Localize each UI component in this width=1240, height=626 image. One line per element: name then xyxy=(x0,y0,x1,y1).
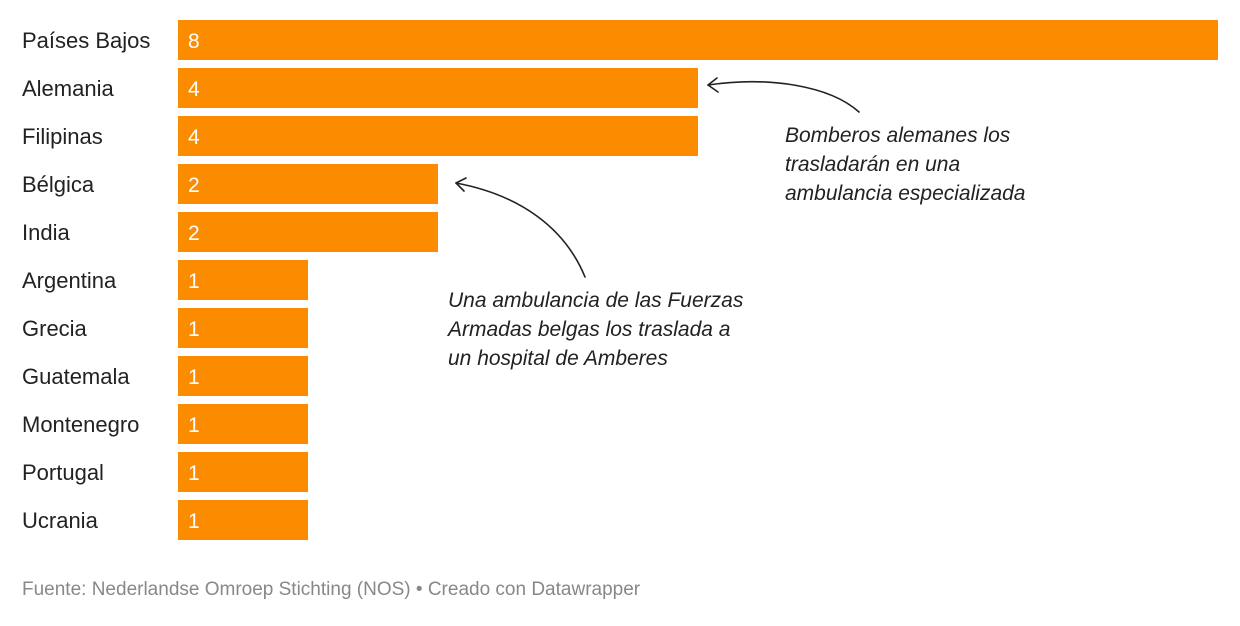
value-label: 4 xyxy=(188,126,200,149)
bar xyxy=(178,404,308,444)
bar xyxy=(178,308,308,348)
annotation-germany: Bomberos alemanes los trasladarán en una… xyxy=(785,121,1026,208)
arrow-head xyxy=(455,177,467,192)
bar xyxy=(178,452,308,492)
arrow-head xyxy=(707,77,719,93)
annotation-line: un hospital de Amberes xyxy=(448,347,668,370)
source-footer: Fuente: Nederlandse Omroep Stichting (NO… xyxy=(22,579,641,600)
annotation-arrow-germany xyxy=(707,77,860,113)
category-label: Países Bajos xyxy=(22,28,150,53)
value-label: 1 xyxy=(188,366,200,389)
annotation-line: ambulancia especializada xyxy=(785,182,1026,205)
arrow-line xyxy=(707,80,860,113)
bar xyxy=(178,20,1218,60)
annotation-line: trasladarán en una xyxy=(785,153,961,176)
value-label: 2 xyxy=(188,174,200,197)
value-label: 1 xyxy=(188,318,200,341)
bar xyxy=(178,164,438,204)
arrow-line xyxy=(455,182,586,278)
category-label: Ucrania xyxy=(22,508,99,533)
bar xyxy=(178,68,698,108)
bar xyxy=(178,500,308,540)
category-label: Filipinas xyxy=(22,124,103,149)
category-label: Montenegro xyxy=(22,412,139,437)
annotation-arrow-belgium xyxy=(455,177,586,278)
category-label: Bélgica xyxy=(22,172,95,197)
bar xyxy=(178,212,438,252)
value-label: 1 xyxy=(188,414,200,437)
category-label: Argentina xyxy=(22,268,117,293)
annotation-line: Una ambulancia de las Fuerzas xyxy=(448,289,744,312)
bar xyxy=(178,356,308,396)
category-label: Guatemala xyxy=(22,364,130,389)
value-label: 1 xyxy=(188,510,200,533)
annotation-line: Armadas belgas los traslada a xyxy=(448,318,731,341)
value-label: 2 xyxy=(188,222,200,245)
value-label: 1 xyxy=(188,462,200,485)
bar xyxy=(178,116,698,156)
category-label: Grecia xyxy=(22,316,88,341)
annotation-line: Bomberos alemanes los xyxy=(785,124,1011,147)
category-label: India xyxy=(22,220,70,245)
bar xyxy=(178,260,308,300)
category-label: Alemania xyxy=(22,76,114,101)
value-label: 1 xyxy=(188,270,200,293)
annotation-belgium: Una ambulancia de las Fuerzas Armadas be… xyxy=(448,286,743,373)
value-label: 8 xyxy=(188,30,200,53)
category-label: Portugal xyxy=(22,460,104,485)
value-label: 4 xyxy=(188,78,200,101)
